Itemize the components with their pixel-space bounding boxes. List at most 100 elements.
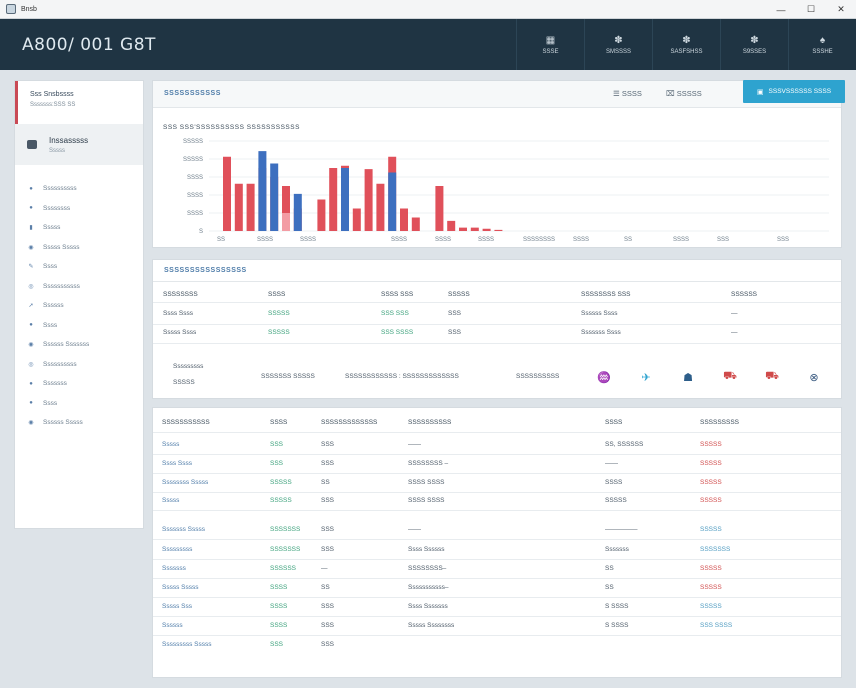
export-label: SSSSS (676, 89, 702, 98)
sidebar-item-5[interactable]: ✎ Ssss (15, 257, 143, 277)
y-tick-label: SSSSS (183, 139, 203, 145)
dot-icon: ● (29, 400, 33, 407)
table-cell: SSS (321, 441, 335, 448)
crosshair-icon[interactable]: ⊗ (809, 371, 819, 384)
detail-foot-label: Sssssssss (173, 363, 204, 370)
sidebar-item-8[interactable]: ● Ssss (15, 316, 143, 336)
close-button[interactable]: ✕ (837, 4, 845, 14)
table-cell: SSS (321, 497, 335, 504)
app-icon (6, 4, 16, 14)
sidebar-item-13[interactable]: ◉ Ssssss Sssss (15, 413, 143, 433)
car-icon[interactable]: ⛟ (723, 370, 737, 382)
sidebar-item-3[interactable]: ▮ Sssss (15, 218, 143, 238)
bird-icon[interactable]: ✈ (641, 371, 651, 384)
bar (435, 186, 444, 231)
list-view-tool[interactable]: ☰ SSSS (613, 89, 642, 98)
user-subtitle: Sssss (49, 147, 66, 154)
table-cell: SSSSS (700, 526, 722, 533)
sidebar-user[interactable]: Inssasssss Sssss (15, 124, 143, 165)
sidebar-item-1[interactable]: ● Ssssssssss (15, 179, 143, 199)
sidebar-item-11[interactable]: ● Sssssss (15, 374, 143, 394)
export-tool[interactable]: ⌧ SSSSS (666, 89, 702, 98)
bar (282, 213, 290, 231)
table-row-divider (153, 510, 841, 511)
dot-icon: ● (29, 185, 33, 192)
table-cell: SS (605, 565, 614, 572)
table-cell: Ssss Ssssss (408, 546, 445, 553)
sidebar-item-6[interactable]: ◎ Sssssssssss (15, 277, 143, 297)
table-row-divider (153, 597, 841, 598)
chart-panel: SSSSSSSSSSS ☰ SSSS ⌧ SSSSS ▣ SSSVSSSSSS … (152, 80, 845, 248)
bar (317, 199, 326, 231)
table-row-divider (153, 635, 841, 636)
table-cell: SSSSSSSS– (408, 565, 447, 572)
sidebar: Sss Snsbssss Sssssss:SSS SS Inssasssss S… (14, 80, 144, 529)
person-icon[interactable]: ☗ (683, 371, 693, 384)
table-row-divider (153, 539, 841, 540)
sidebar-item-12[interactable]: ● Ssss (15, 394, 143, 414)
sidebar-item-label: Sssss Sssss (43, 243, 80, 251)
sidebar-item-7[interactable]: ➚ Ssssss (15, 296, 143, 316)
table-cell: SSS (270, 641, 284, 648)
table-cell: SSS (321, 603, 335, 610)
table-cell: Ssssss (162, 622, 183, 629)
window-titlebar: Bnsb — ☐ ✕ (0, 0, 856, 19)
detail-cell: SSS SSSS (381, 329, 414, 336)
detail-foot-value: SSSSSSSSSSSS : SSSSSSSSSSSSS (345, 373, 459, 380)
primary-action-label: SSSVSSSSSS SSSS (768, 88, 832, 95)
gear-icon: ✽ (614, 34, 623, 46)
table-cell: SSSSS (700, 497, 722, 504)
table-header-divider (153, 432, 841, 433)
sidebar-header: Sss Snsbssss Sssssss:SSS SS (15, 81, 143, 124)
wave-icon[interactable]: ♒ (597, 371, 611, 384)
nav-item-label: S9SSES (742, 48, 767, 55)
detail-column-header: SSSS (268, 291, 286, 298)
settings-icon: ✽ (750, 34, 759, 46)
nav-item-2[interactable]: ✽ SMSSSS (584, 19, 652, 70)
table-cell: Sssssss (162, 565, 186, 572)
maximize-button[interactable]: ☐ (806, 4, 816, 14)
cart-icon[interactable]: ⛟ (765, 370, 779, 382)
sidebar-item-label: Ssss (43, 321, 58, 329)
sidebar-item-4[interactable]: ◉ Sssss Sssss (15, 238, 143, 258)
bar (388, 172, 397, 231)
bar (411, 217, 420, 231)
detail-cell: Sssssss Ssss (581, 329, 621, 336)
sidebar-item-label: Ssssss Sssss (43, 419, 83, 427)
table-cell: Sssss (162, 441, 180, 448)
y-tick-label: SSSSS (183, 157, 203, 163)
detail-cell: SSS SSS (381, 310, 409, 317)
bar (364, 169, 373, 231)
table-cell: S SSSS (605, 603, 629, 610)
minimize-button[interactable]: — (776, 4, 786, 15)
table-cell: SSSSS (700, 460, 722, 467)
bar (282, 186, 290, 231)
x-tick-label: SS (217, 237, 225, 243)
bar (234, 183, 243, 231)
chart-panel-title: SSSSSSSSSSS (164, 90, 221, 97)
detail-column-header: SSSSS (448, 291, 470, 298)
primary-action-button[interactable]: ▣ SSSVSSSSSS SSSS (743, 80, 845, 103)
table-cell: Sssssssss (162, 546, 193, 553)
dot-icon: ● (29, 380, 33, 387)
table-cell: SSSSSS (270, 565, 297, 572)
sidebar-item-9[interactable]: ◉ Ssssss Sssssss (15, 335, 143, 355)
table-cell: SSS SSSS (700, 622, 733, 629)
sidebar-item-10[interactable]: ◎ Ssssssssss (15, 355, 143, 375)
x-tick-label: SS (624, 237, 632, 243)
table-cell: SSSSSSS (270, 526, 301, 533)
sidebar-item-2[interactable]: ● Ssssssss (15, 199, 143, 219)
table-cell: SSSS (270, 622, 288, 629)
nav-item-3[interactable]: ✽ SASFSHSS (652, 19, 720, 70)
globe-icon: ◉ (28, 244, 34, 251)
sidebar-item-label: Sssssss (43, 380, 67, 388)
nav-item-4[interactable]: ✽ S9SSES (720, 19, 788, 70)
table-cell: S SSSS (605, 622, 629, 629)
nav-item-1[interactable]: ▦ SSSE (516, 19, 584, 70)
nav-item-5[interactable]: ♠ SSSHE (788, 19, 856, 70)
table-column-header: SSSS (605, 419, 623, 426)
y-tick-label: SSSS (187, 193, 203, 199)
table-row-divider (153, 578, 841, 579)
table-row-divider (153, 492, 841, 493)
